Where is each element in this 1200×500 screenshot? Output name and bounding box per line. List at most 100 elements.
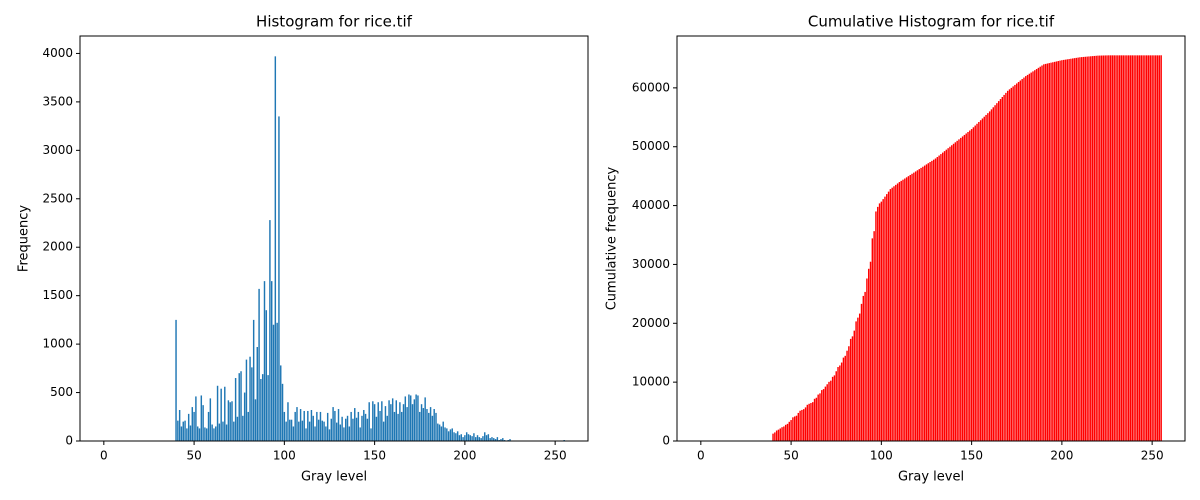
bar <box>996 103 998 442</box>
bar <box>292 426 295 441</box>
bar <box>455 433 457 441</box>
bar <box>1097 55 1099 441</box>
y-axis-label: Cumulative frequency <box>605 166 620 310</box>
bar <box>943 151 946 441</box>
bar <box>305 428 307 441</box>
bar <box>1081 57 1083 441</box>
bar <box>1153 55 1155 441</box>
bar <box>314 426 316 441</box>
bar <box>227 400 230 441</box>
y-tick-label: 500 <box>50 385 73 399</box>
bar <box>878 203 881 441</box>
bar <box>446 428 448 441</box>
bar <box>435 412 437 441</box>
bar <box>366 418 369 441</box>
bar <box>976 123 978 442</box>
bar <box>936 157 939 441</box>
bar <box>1032 71 1034 441</box>
bar <box>395 400 398 441</box>
bar <box>954 142 957 442</box>
bar <box>1127 55 1130 441</box>
bar <box>896 183 899 441</box>
y-tick-label: 1000 <box>42 337 73 351</box>
bar <box>278 116 280 441</box>
bar <box>1017 81 1020 442</box>
x-tick-label: 200 <box>453 449 476 463</box>
bar <box>400 411 403 441</box>
bar <box>905 177 908 441</box>
bar <box>1007 90 1009 442</box>
bar <box>1109 55 1112 441</box>
bar <box>1070 58 1072 441</box>
bar <box>999 99 1002 442</box>
bar <box>1136 55 1139 441</box>
bar <box>451 428 453 441</box>
bar <box>182 421 184 441</box>
bar <box>312 415 314 441</box>
bar <box>238 373 240 441</box>
bar <box>1071 58 1074 442</box>
bar <box>1035 69 1038 441</box>
bar <box>316 411 318 441</box>
bar <box>236 416 239 441</box>
bar <box>860 303 863 441</box>
bar <box>849 338 852 441</box>
bar <box>1129 55 1132 441</box>
bar <box>381 401 383 441</box>
bar <box>363 409 365 441</box>
bar <box>983 116 985 442</box>
bar <box>474 437 477 441</box>
x-tick-label: 100 <box>273 449 296 463</box>
bar <box>893 186 895 441</box>
bar <box>1084 56 1087 441</box>
y-tick-label: 10000 <box>632 375 670 389</box>
bar <box>321 420 323 441</box>
bar <box>1046 63 1049 441</box>
y-tick-label: 1500 <box>42 288 73 302</box>
bar <box>867 268 870 441</box>
bar <box>415 394 417 441</box>
bar <box>844 355 846 441</box>
bar <box>1005 92 1007 442</box>
bar <box>491 437 493 441</box>
bar <box>1144 55 1146 441</box>
y-tick-label: 60000 <box>632 80 670 94</box>
bar <box>817 394 819 441</box>
bar <box>260 378 262 441</box>
bar <box>1158 55 1161 441</box>
bar <box>330 418 333 441</box>
bar <box>308 421 311 441</box>
y-tick-label: 0 <box>662 434 670 448</box>
y-tick-label: 0 <box>65 434 73 448</box>
bar <box>242 415 244 441</box>
bar <box>444 427 446 441</box>
bar <box>988 111 991 441</box>
bar <box>1048 63 1050 441</box>
x-tick-label: 100 <box>870 449 893 463</box>
bar <box>969 130 971 441</box>
bar <box>298 421 300 441</box>
bar <box>408 394 410 441</box>
bar <box>1126 55 1128 441</box>
bar <box>187 413 190 441</box>
bar <box>438 424 441 441</box>
bar <box>979 120 982 442</box>
bar <box>1138 55 1141 441</box>
bar <box>1133 55 1135 441</box>
bar <box>261 374 264 441</box>
bar <box>819 393 821 441</box>
bar <box>914 171 917 442</box>
bar <box>1019 80 1022 442</box>
bar <box>245 359 248 441</box>
bar <box>220 388 222 441</box>
bar <box>256 347 258 441</box>
bar <box>442 421 444 441</box>
bar <box>929 162 931 441</box>
bar <box>1012 86 1014 441</box>
bar <box>884 196 886 441</box>
bar <box>1068 59 1070 441</box>
bar <box>1023 77 1025 441</box>
bar <box>1093 55 1096 441</box>
bar <box>828 381 830 441</box>
bar <box>502 438 504 441</box>
